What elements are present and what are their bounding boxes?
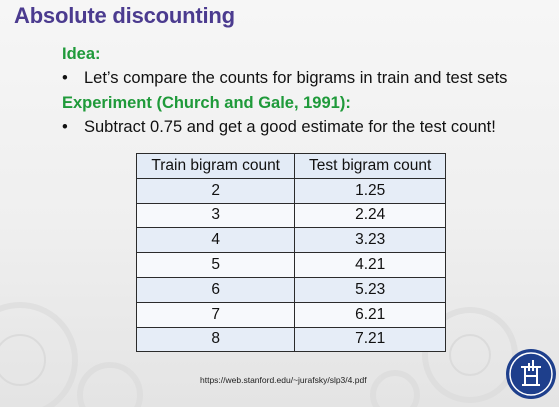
source-link[interactable]: https://web.stanford.edu/~jurafsky/slp3/… (200, 375, 367, 385)
experiment-heading: Experiment (Church and Gale, 1991): (62, 94, 351, 112)
train-count-cell: 6 (135, 276, 296, 303)
train-count-cell: 3 (135, 202, 296, 229)
bigram-count-table: Train bigram count Test bigram count 2 1.… (135, 153, 446, 353)
hse-university-logo-icon (506, 349, 556, 399)
idea-bullet-text: Let’s compare the counts for bigrams in … (84, 69, 508, 87)
test-count-cell: 2.24 (294, 202, 446, 229)
table-row: 6 5.23 (135, 276, 446, 303)
experiment-bullet: • Subtract 0.75 and get a good estimate f… (62, 118, 496, 137)
train-count-cell: 7 (135, 301, 296, 328)
test-count-cell: 6.21 (294, 301, 446, 328)
slide-title: Absolute discounting (14, 3, 235, 28)
train-count-cell: 8 (135, 326, 296, 353)
train-count-cell: 2 (135, 177, 296, 204)
table-row: 7 6.21 (135, 301, 446, 328)
table-row: 8 7.21 (135, 326, 446, 353)
test-count-cell: 3.23 (294, 227, 446, 254)
train-count-cell: 5 (135, 252, 296, 278)
test-count-cell: 1.25 (294, 177, 446, 204)
table-header-row: Train bigram count Test bigram count (135, 153, 446, 179)
test-count-cell: 4.21 (294, 252, 446, 278)
header-test-bigram-count: Test bigram count (294, 153, 446, 179)
bullet-glyph: • (62, 69, 68, 87)
table-row: 4 3.23 (135, 227, 446, 254)
experiment-bullet-text: Subtract 0.75 and get a good estimate fo… (84, 118, 496, 136)
table-row: 2 1.25 (135, 177, 446, 204)
test-count-cell: 7.21 (294, 326, 446, 353)
train-count-cell: 4 (135, 227, 296, 254)
test-count-cell: 5.23 (294, 276, 446, 303)
idea-bullet: • Let’s compare the counts for bigrams in… (62, 69, 507, 88)
idea-heading: Idea: (62, 45, 101, 63)
bullet-glyph: • (62, 118, 68, 136)
table-row: 3 2.24 (135, 202, 446, 229)
header-train-bigram-count: Train bigram count (135, 153, 296, 179)
table-row: 5 4.21 (135, 252, 446, 278)
